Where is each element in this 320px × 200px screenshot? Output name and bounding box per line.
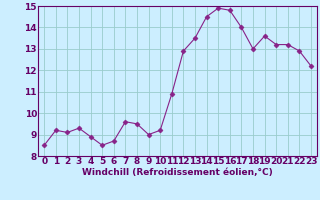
X-axis label: Windchill (Refroidissement éolien,°C): Windchill (Refroidissement éolien,°C) [82, 168, 273, 177]
